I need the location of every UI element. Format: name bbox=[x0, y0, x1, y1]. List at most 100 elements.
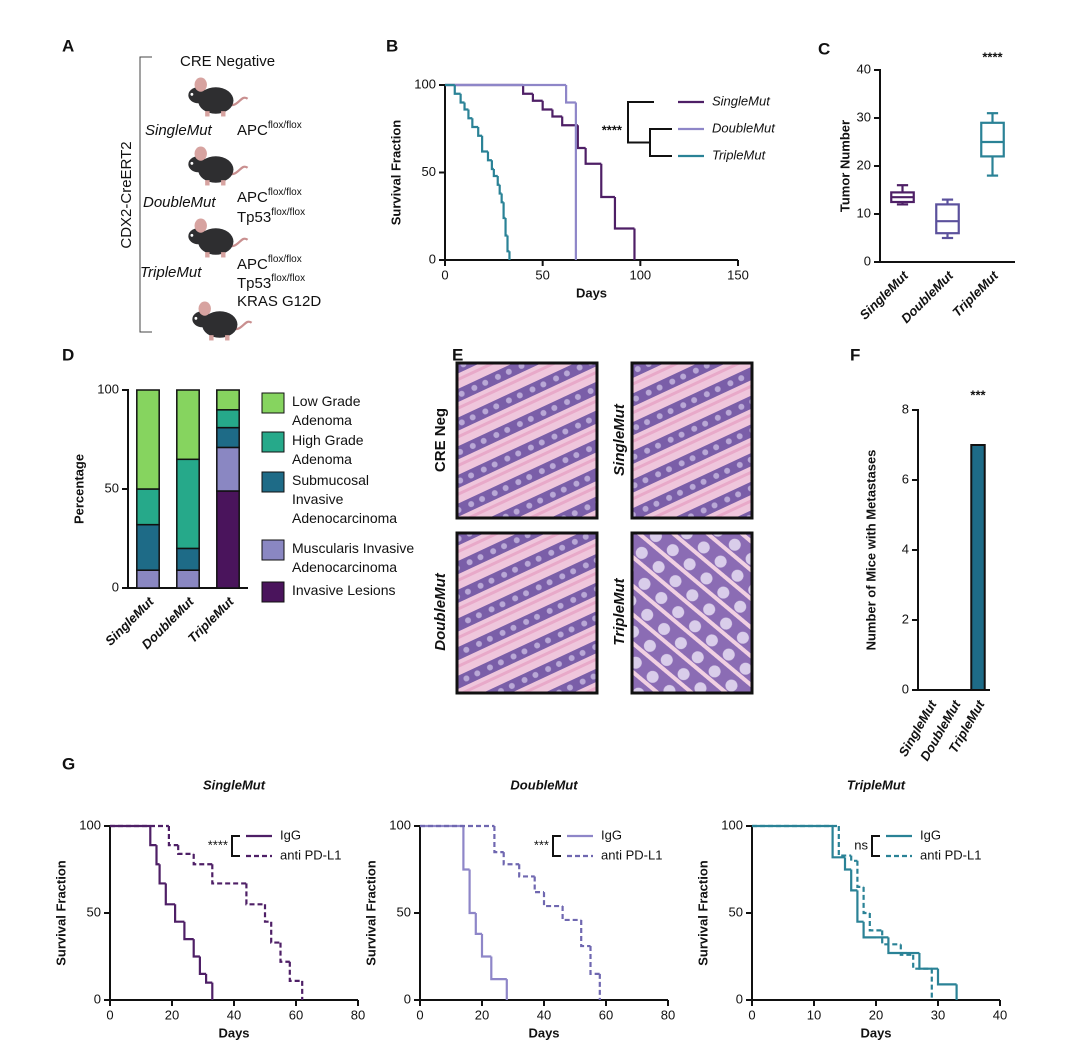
survival-step bbox=[518, 864, 535, 878]
gene: Tp53 bbox=[237, 275, 271, 292]
y-axis-label: Survival Fraction bbox=[388, 120, 403, 226]
survival-step bbox=[502, 202, 506, 220]
legend-label: High Grade Adenoma bbox=[292, 432, 364, 467]
y-tick-label: 0 bbox=[902, 681, 909, 696]
survival-step bbox=[887, 937, 907, 955]
survival-step bbox=[613, 197, 635, 230]
survival-step bbox=[192, 853, 213, 866]
survival-step bbox=[477, 127, 483, 137]
bar-segment bbox=[136, 389, 160, 490]
genotype: APCflox/flox bbox=[237, 120, 302, 139]
x-tick-label: 10 bbox=[807, 1007, 821, 1022]
x-tick-label: 0 bbox=[748, 1007, 755, 1022]
significance-label: ns bbox=[854, 837, 868, 852]
y-tick-label: 2 bbox=[902, 611, 909, 626]
axis-label: CDX2-CreERT2 bbox=[118, 141, 135, 248]
allele: flox/flox bbox=[268, 120, 302, 131]
legend-swatch bbox=[261, 431, 285, 453]
survival-step bbox=[504, 218, 508, 237]
significance-label: **** bbox=[208, 837, 228, 852]
allele: flox/flox bbox=[268, 187, 302, 198]
legend-swatch bbox=[261, 539, 285, 561]
survival-step bbox=[576, 125, 586, 150]
chart-title: SingleMut bbox=[203, 777, 266, 792]
significance-label: *** bbox=[970, 387, 986, 402]
genotype: KRAS G12D bbox=[237, 293, 321, 310]
bar-segment bbox=[176, 569, 200, 589]
bar-segment bbox=[216, 409, 240, 429]
mouse-icon bbox=[187, 145, 249, 187]
survival-step bbox=[541, 100, 553, 111]
legend-label: Submucosal Invasive Adenocarcinoma bbox=[292, 472, 398, 526]
survival-step bbox=[856, 890, 864, 923]
survival-step bbox=[467, 109, 473, 120]
x-tick-label: TripleMut bbox=[949, 267, 1001, 319]
x-axis-label: Days bbox=[528, 1025, 559, 1040]
y-tick-label: 100 bbox=[721, 817, 743, 832]
legend-label: SingleMut bbox=[712, 93, 771, 108]
x-tick-label: 30 bbox=[931, 1007, 945, 1022]
y-tick-label: 100 bbox=[389, 817, 411, 832]
x-tick-label: 20 bbox=[475, 1007, 489, 1022]
survival-step bbox=[533, 876, 544, 894]
survival-step bbox=[164, 883, 176, 906]
y-tick-label: 50 bbox=[397, 904, 411, 919]
x-axis-label: Days bbox=[860, 1025, 891, 1040]
gene: APC bbox=[237, 122, 268, 139]
survival-step bbox=[463, 102, 469, 111]
gene: Tp53 bbox=[237, 209, 271, 226]
survival-step bbox=[918, 953, 938, 970]
legend-label: IgG bbox=[601, 827, 622, 842]
bar-segment bbox=[176, 547, 200, 571]
allele: flox/flox bbox=[268, 254, 302, 265]
x-axis-label: Days bbox=[218, 1025, 249, 1040]
y-axis-label: Survival Fraction bbox=[695, 860, 710, 966]
survival-step bbox=[468, 869, 476, 915]
x-tick-label: 80 bbox=[351, 1007, 365, 1022]
survival-step bbox=[177, 845, 194, 855]
survival-step bbox=[459, 93, 465, 104]
x-tick-label: 0 bbox=[416, 1007, 423, 1022]
survival-step bbox=[542, 892, 563, 908]
survival-step bbox=[531, 93, 543, 102]
legend-label: DoubleMut bbox=[712, 120, 776, 135]
survival-step bbox=[856, 860, 864, 888]
x-tick-label: 20 bbox=[165, 1007, 179, 1022]
y-tick-label: 50 bbox=[105, 480, 119, 495]
survival-step bbox=[868, 913, 883, 932]
significance-bracket bbox=[871, 835, 880, 857]
survival-step bbox=[192, 939, 200, 958]
group-name: TripleMut bbox=[140, 264, 202, 281]
survival-step bbox=[899, 944, 914, 956]
x-tick-label: 20 bbox=[869, 1007, 883, 1022]
survival-step bbox=[149, 826, 157, 847]
mouse-icon bbox=[187, 76, 249, 118]
survival-step bbox=[561, 116, 578, 127]
y-tick-label: 0 bbox=[864, 253, 871, 268]
y-tick-label: 100 bbox=[414, 76, 436, 91]
bar-segment bbox=[216, 426, 240, 449]
y-tick-label: 30 bbox=[857, 109, 871, 124]
survival-step bbox=[522, 85, 533, 95]
survival-step bbox=[936, 968, 957, 986]
group-name: DoubleMut bbox=[143, 194, 216, 211]
significance-bracket bbox=[231, 835, 240, 857]
x-tick-label: 0 bbox=[106, 1007, 113, 1022]
survival-step bbox=[492, 169, 498, 178]
survival-step bbox=[506, 235, 510, 253]
legend-label: Muscularis Invasive Adenocarcinoma bbox=[292, 540, 415, 575]
survival-step bbox=[453, 85, 461, 95]
image-label: SingleMut bbox=[611, 403, 628, 476]
group-name: CRE Negative bbox=[180, 53, 275, 70]
survival-step bbox=[174, 904, 185, 923]
survival-step bbox=[580, 919, 591, 948]
survival-step bbox=[486, 151, 492, 162]
survival-step bbox=[490, 160, 494, 171]
y-axis-label: Survival Fraction bbox=[363, 860, 378, 966]
legend-label: Low Grade Adenoma bbox=[292, 393, 361, 428]
bar-segment bbox=[216, 389, 240, 411]
survival-step bbox=[498, 184, 502, 195]
legend-label: anti PD-L1 bbox=[280, 847, 341, 862]
group-name: SingleMut bbox=[145, 122, 213, 139]
